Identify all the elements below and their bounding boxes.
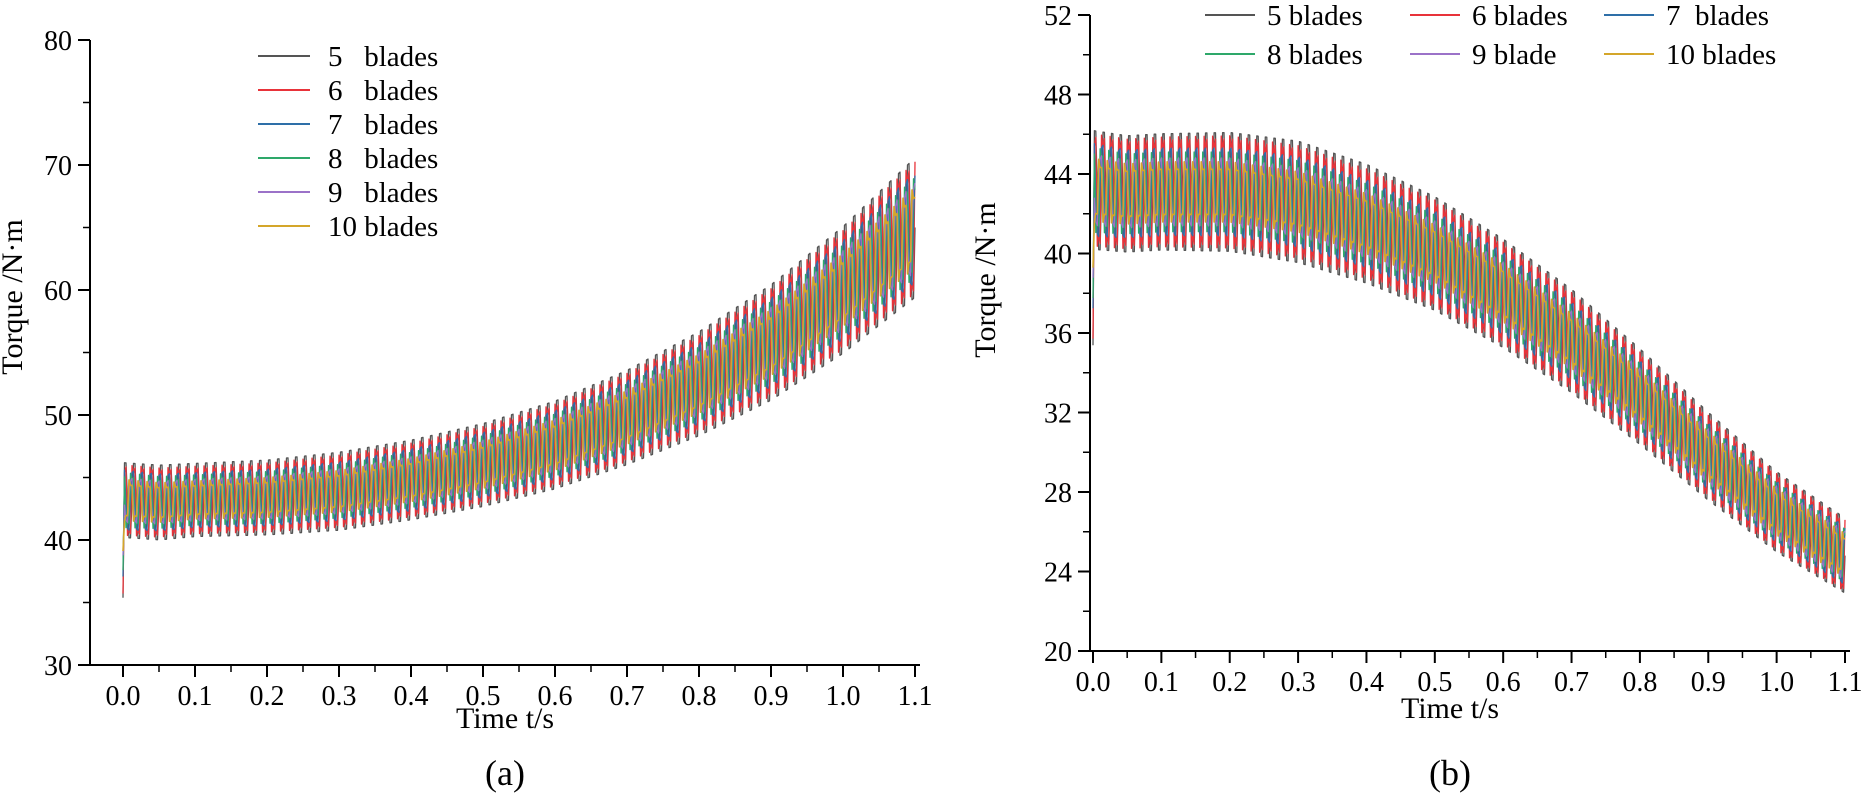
x-tick-label: 0.4 [394, 681, 429, 712]
series-line [122, 189, 916, 552]
y-tick-label: 40 [1044, 240, 1072, 271]
x-tick-label: 1.0 [826, 681, 861, 712]
y-tick-label: 20 [1044, 637, 1072, 668]
legend-label: 8 blades [1267, 39, 1363, 71]
x-tick-label: 1.1 [898, 681, 933, 712]
y-tick-label: 48 [1044, 81, 1072, 112]
y-tick-label: 30 [44, 651, 72, 682]
legend-b: 5 blades 6 blades 7 blades 8 blades 9 blade 1… [1205, 0, 1776, 71]
legend-label: 6 blades [1472, 0, 1568, 32]
x-tick-label: 0.7 [1554, 667, 1589, 698]
x-tick-label: 0.5 [466, 681, 501, 712]
legend-label: 7 blades [1666, 0, 1769, 32]
x-tick-label: 0.2 [250, 681, 285, 712]
chart-panel-a: 0.0 0.1 0.2 0.3 0.4 0.5 0.6 0.7 0.8 0.9 1.0 1.1 30 40… [0, 26, 933, 793]
legend-label: 8 blades [328, 143, 438, 175]
x-axis-label-a: Time t/s [456, 702, 554, 735]
y-axis-label-b: Torque /N·m [969, 202, 1002, 357]
y-tick-label: 28 [1044, 478, 1072, 509]
y-tick-label: 60 [44, 276, 72, 307]
x-tick-label: 0.3 [322, 681, 357, 712]
series-layer-b [1092, 130, 1846, 593]
series-line [122, 175, 916, 577]
chart-panel-b: 0.0 0.1 0.2 0.3 0.4 0.5 0.6 0.7 0.8 0.9 1.0 1.1 20 24… [969, 0, 1862, 793]
legend-label: 9 blade [1472, 39, 1557, 71]
x-tick-label: 0.2 [1212, 667, 1247, 698]
x-tick-label: 0.3 [1281, 667, 1316, 698]
x-tick-label: 1.0 [1759, 667, 1794, 698]
legend-label: 9 blades [328, 177, 438, 209]
x-tick-label: 0.6 [1486, 667, 1521, 698]
y-tick-label: 52 [1044, 1, 1072, 32]
x-tick-label: 0.8 [1622, 667, 1657, 698]
x-tick-label: 0.0 [106, 681, 141, 712]
series-layer-a [122, 161, 916, 598]
ticks-b: 0.0 0.1 0.2 0.3 0.4 0.5 0.6 0.7 0.8 0.9 1.0 1.1 20 24… [1044, 1, 1862, 698]
x-tick-label: 0.5 [1417, 667, 1452, 698]
x-tick-label: 0.0 [1076, 667, 1111, 698]
series-line [1092, 143, 1846, 584]
y-tick-label: 40 [44, 526, 72, 557]
y-tick-label: 32 [1044, 399, 1072, 430]
x-tick-label: 0.8 [682, 681, 717, 712]
legend-label: 6 blades [328, 75, 438, 107]
x-tick-label: 0.1 [178, 681, 213, 712]
x-tick-label: 0.7 [610, 681, 645, 712]
axes-b [1089, 15, 1850, 652]
y-tick-label: 50 [44, 401, 72, 432]
y-tick-label: 70 [44, 151, 72, 182]
legend-label: 5 blades [328, 41, 438, 73]
x-axis-label-b: Time t/s [1401, 692, 1499, 725]
legend-label: 10 blades [1666, 39, 1776, 71]
x-tick-label: 0.1 [1144, 667, 1179, 698]
axis-frame-b [1089, 15, 1850, 652]
legend-label: 10 blades [328, 211, 438, 243]
x-tick-label: 1.1 [1828, 667, 1862, 698]
ticks-a: 0.0 0.1 0.2 0.3 0.4 0.5 0.6 0.7 0.8 0.9 1.0 1.1 30 40… [44, 26, 933, 712]
caption-a: (a) [485, 753, 525, 793]
y-tick-label: 36 [1044, 319, 1072, 350]
y-tick-label: 44 [1044, 160, 1072, 191]
y-tick-label: 80 [44, 26, 72, 57]
series-line [1092, 158, 1846, 574]
legend-label: 7 blades [328, 109, 438, 141]
caption-b: (b) [1429, 753, 1471, 793]
legend-label: 5 blades [1267, 0, 1363, 32]
x-tick-label: 0.6 [538, 681, 573, 712]
x-tick-label: 0.9 [1691, 667, 1726, 698]
y-axis-label-a: Torque /N·m [0, 219, 29, 374]
y-tick-label: 24 [1044, 558, 1072, 589]
x-tick-label: 0.4 [1349, 667, 1384, 698]
series-line [122, 162, 916, 598]
x-tick-label: 0.9 [754, 681, 789, 712]
